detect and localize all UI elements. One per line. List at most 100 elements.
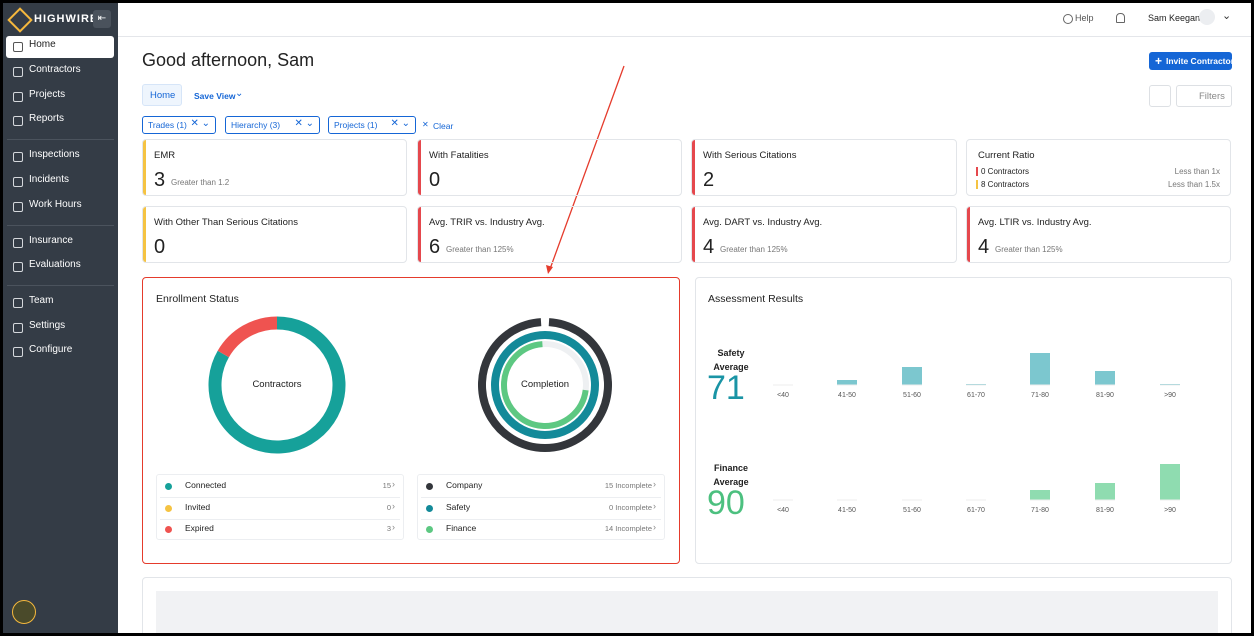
metric-value: 2 (703, 169, 715, 191)
metric-accent (143, 140, 146, 195)
sidebar-divider (7, 139, 114, 140)
distribution-bar (1030, 490, 1050, 500)
tab[interactable]: Save View (194, 91, 236, 101)
help-icon (1063, 14, 1073, 24)
metric-note: Greater than 125% (720, 245, 788, 254)
nav-item[interactable]: Insurance (29, 235, 73, 246)
filter-chip[interactable]: Trades (1) ✕ ⌄ (142, 116, 216, 134)
category-label: 41-50 (838, 392, 856, 399)
chip-controls: ✕ ⌄ (390, 118, 410, 129)
nav-item[interactable]: Reports (29, 113, 65, 124)
chip-controls: ✕ ⌄ (190, 118, 210, 129)
metric-card: With Serious Citations 2 (691, 139, 957, 196)
metric-accent (143, 207, 146, 262)
metric-card: Current Ratio 0 Contractors Less than 1x 8 … (966, 139, 1231, 196)
clear-link[interactable]: Clear (433, 121, 454, 131)
sidebar (3, 3, 118, 633)
category-label: 51-60 (903, 392, 921, 399)
legend-dot (165, 483, 172, 490)
user-menu-caret: ⌄ (1222, 10, 1232, 22)
legend-name[interactable]: Safety (446, 501, 471, 512)
metric-accent (418, 140, 421, 195)
category-label: 71-80 (1031, 507, 1049, 514)
nav-item[interactable]: Home (29, 39, 56, 50)
legend-chevron: › (653, 522, 656, 532)
legend-name[interactable]: Company (446, 480, 483, 490)
category-label: 51-60 (903, 507, 921, 514)
filter-chip[interactable]: Hierarchy (3) ✕ ⌄ (225, 116, 320, 134)
metric-accent (692, 140, 695, 195)
legend-dot (426, 504, 433, 512)
invite-label: Invite Contractor (1166, 56, 1235, 66)
nav-item[interactable]: Contractors (29, 64, 81, 75)
nav-icon (13, 42, 23, 52)
legend-name[interactable]: Connected (185, 480, 227, 490)
legend-chevron: › (392, 522, 395, 532)
metric-value: 4 (978, 236, 990, 258)
help-link[interactable]: Help (1075, 13, 1094, 23)
legend-divider (421, 497, 661, 498)
nav-icon (13, 323, 23, 333)
enrollment-card (142, 277, 680, 564)
tab[interactable]: Home (150, 90, 176, 101)
nav-item[interactable]: Team (29, 295, 54, 306)
filter-chip[interactable]: Projects (1) ✕ ⌄ (328, 116, 416, 134)
ratio-bar (976, 180, 978, 189)
distribution-bar (1030, 353, 1050, 385)
invite-button[interactable]: + Invite Contractor (1149, 52, 1235, 70)
nav-icon (13, 238, 23, 248)
nav-item[interactable]: Incidents (29, 174, 70, 185)
category-label: 71-80 (1031, 392, 1049, 399)
category-label: 61-70 (967, 392, 985, 399)
chip-controls: ✕ ⌄ (294, 118, 314, 129)
legend-name[interactable]: Expired (185, 523, 214, 533)
legend-dot (426, 483, 433, 490)
bell-icon[interactable] (1116, 13, 1125, 23)
legend-chevron: › (392, 500, 395, 511)
legend-name[interactable]: Invited (185, 501, 211, 512)
metric-note: Greater than 125% (446, 245, 514, 254)
metric-card: Avg. DART vs. Industry Avg. 4 Greater than… (691, 206, 957, 263)
ratio-note: Less than 1.5x (1167, 180, 1220, 189)
nav-item[interactable]: Settings (29, 320, 66, 331)
metric-label: With Other Than Serious Citations (154, 217, 298, 228)
legend-dot (426, 526, 433, 533)
collapse-button[interactable]: ⇤ (93, 10, 111, 28)
filters-button[interactable] (1176, 85, 1232, 107)
avatar[interactable] (1199, 9, 1215, 25)
distribution-bar (1160, 464, 1180, 500)
nav-item[interactable]: Evaluations (29, 259, 81, 270)
nav-item[interactable]: Inspections (29, 149, 80, 160)
tab-active[interactable] (142, 84, 182, 106)
donut-label: Contractors (252, 379, 302, 390)
user-name[interactable]: Sam Keegan (1148, 13, 1201, 23)
arrow-head (546, 265, 553, 274)
nav-icon (13, 92, 23, 102)
ring (501, 341, 589, 429)
card-title: Enrollment Status (156, 293, 239, 305)
ratio-text: 8 Contractors (981, 180, 1030, 189)
nav-item[interactable]: Configure (29, 344, 73, 355)
metric-label: Avg. LTIR vs. Industry Avg. (978, 217, 1092, 228)
nav-item[interactable]: Work Hours (29, 199, 82, 210)
legend-chevron: › (653, 500, 656, 511)
ratio-bar (976, 167, 978, 176)
support-button[interactable] (12, 600, 36, 624)
metric-note: Greater than 125% (995, 245, 1063, 254)
placeholder-block (156, 591, 1218, 633)
metric-card: Avg. TRIR vs. Industry Avg. 6 Greater than… (417, 206, 682, 263)
metric-label: With Serious Citations (703, 150, 797, 161)
nav-icon (13, 202, 23, 212)
legend-name[interactable]: Finance (446, 523, 477, 533)
metric-card: With Fatalities 0 (417, 139, 682, 196)
chip-label: Hierarchy (3) (231, 120, 281, 130)
chip-label: Projects (1) (334, 120, 378, 130)
metric-value: 3 (154, 169, 166, 191)
legend-value: 3 (386, 524, 391, 533)
ratio-text: 0 Contractors (981, 167, 1030, 176)
nav-item[interactable]: Projects (29, 89, 66, 100)
settings-button[interactable] (1149, 85, 1171, 107)
nav-icon (13, 298, 23, 308)
metric-card: EMR 3 Greater than 1.2 (142, 139, 407, 196)
legend-box (156, 474, 404, 540)
